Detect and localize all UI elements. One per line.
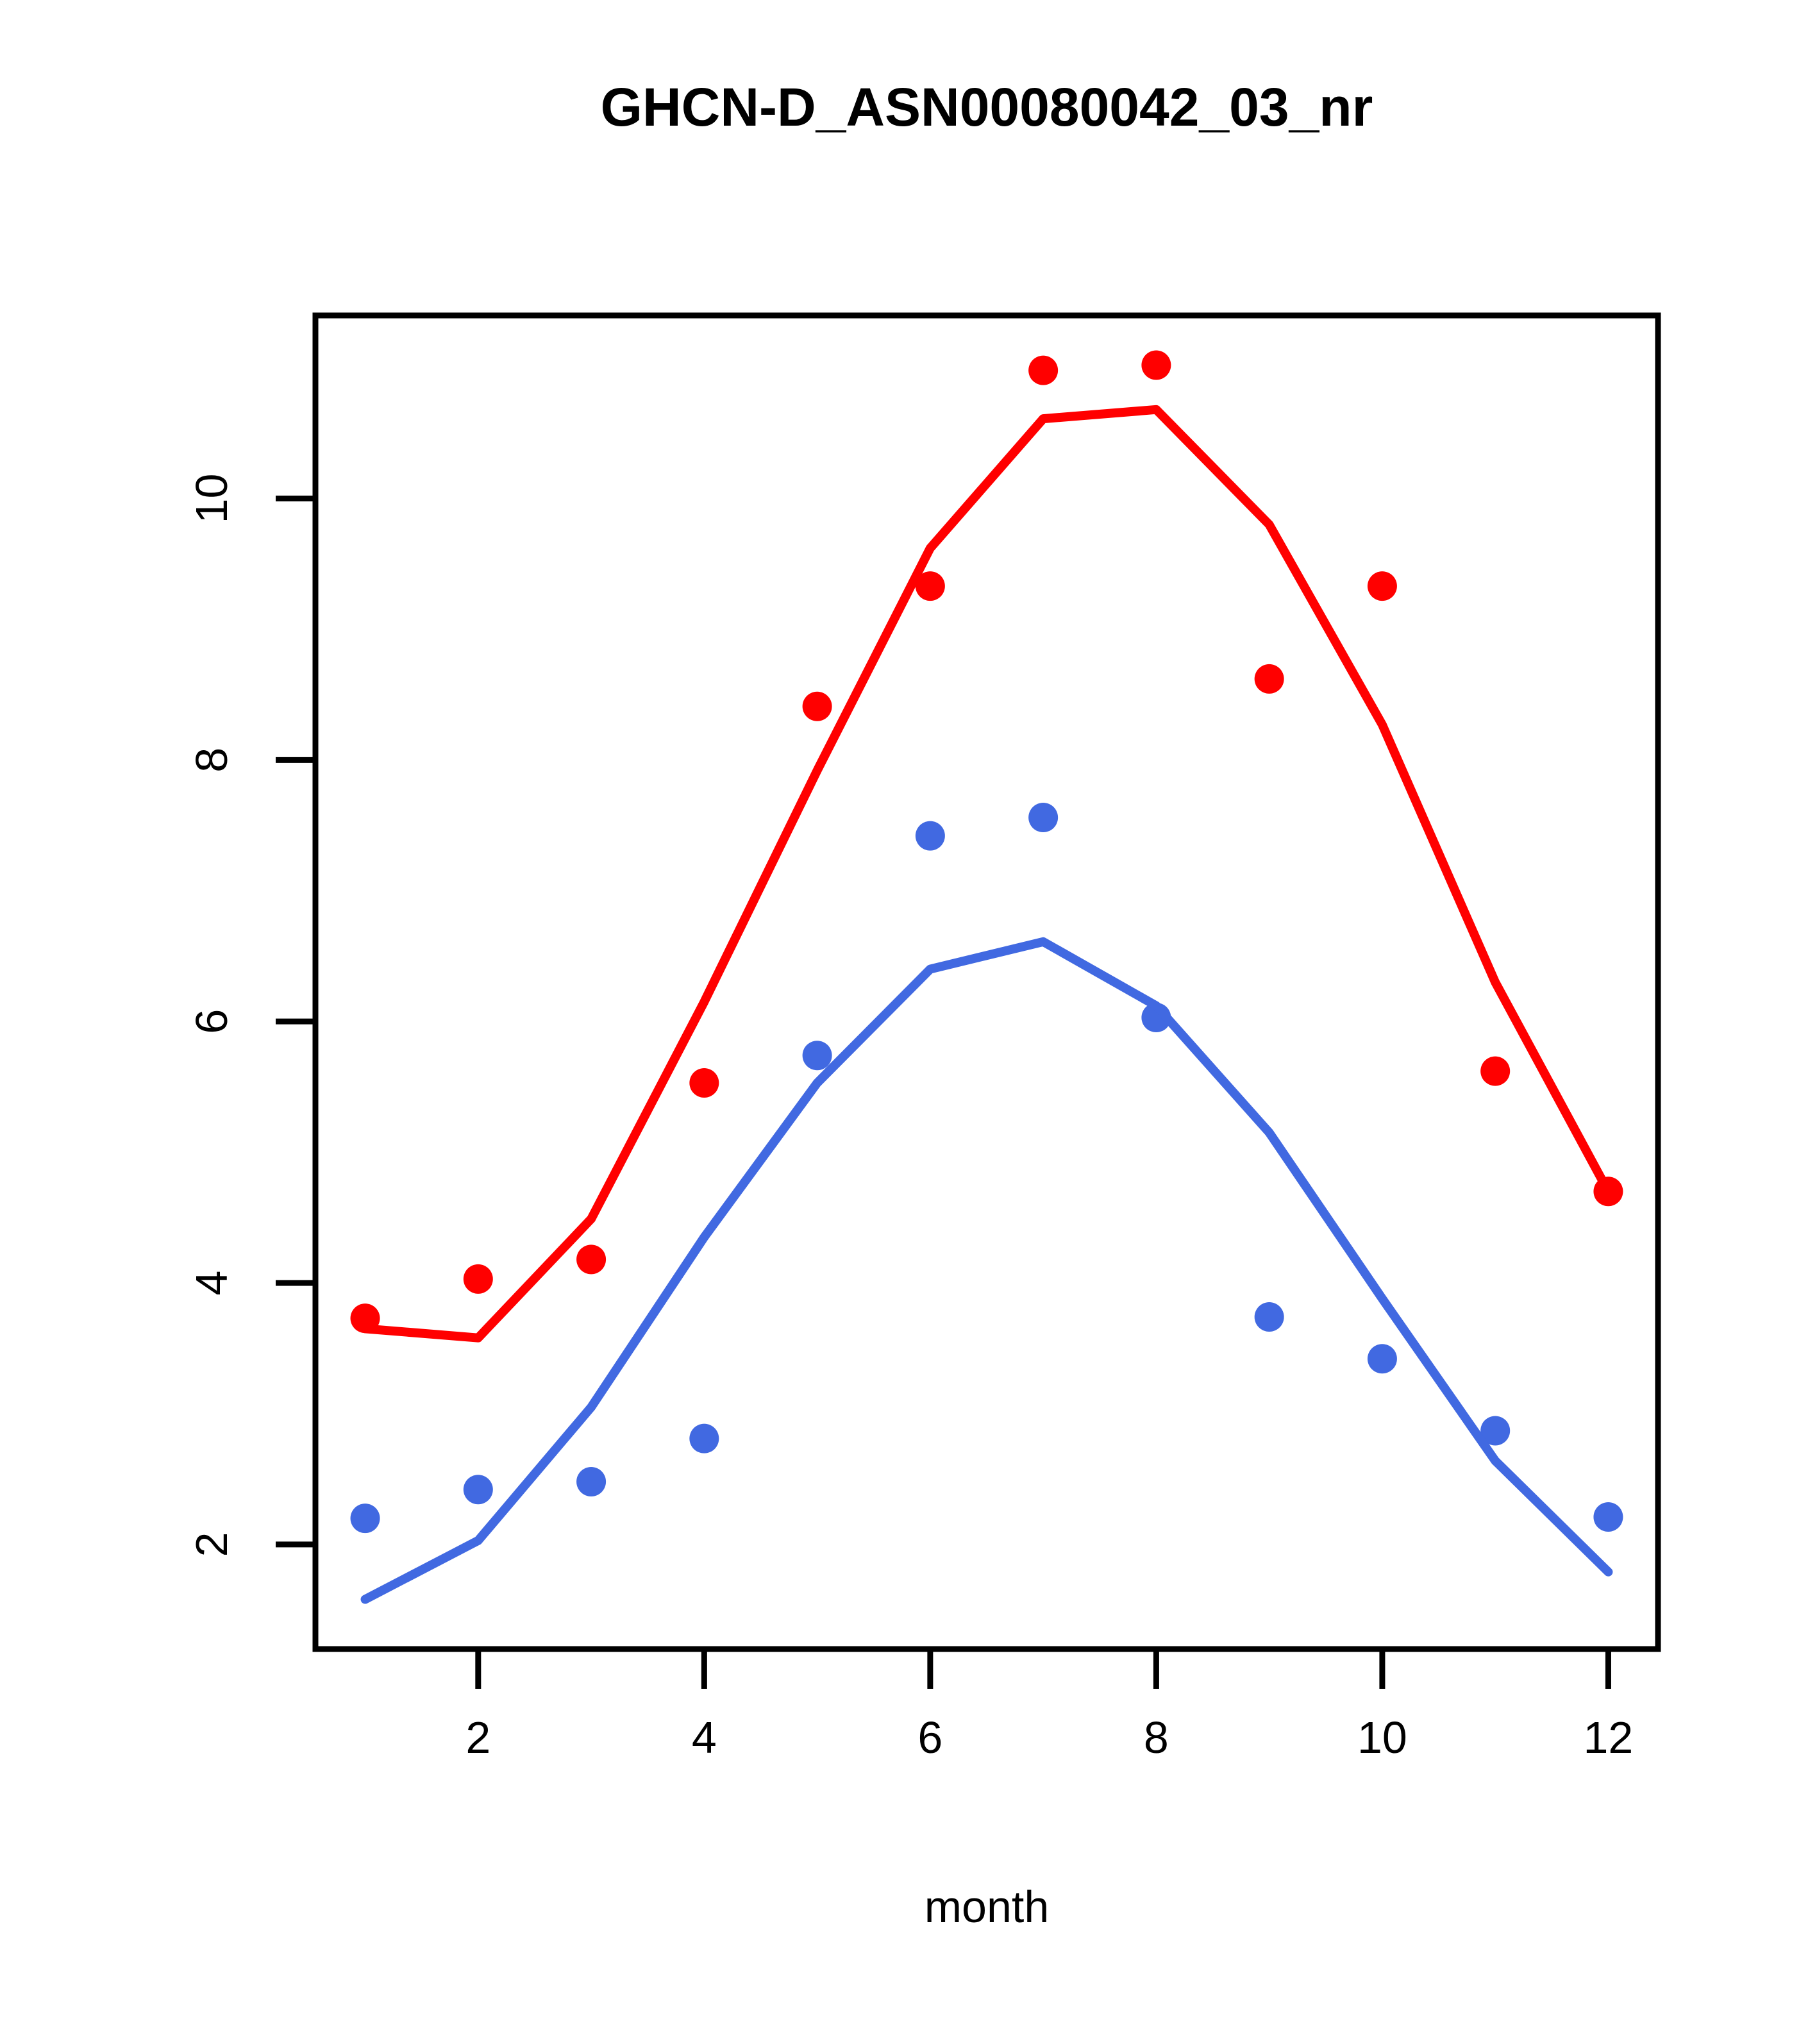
blue_scatter-point: [689, 1423, 719, 1453]
x-tick-label: 8: [1144, 1713, 1169, 1763]
red_scatter-point: [689, 1068, 719, 1098]
blue_scatter-point: [1480, 1416, 1511, 1446]
red_scatter-point: [1254, 664, 1284, 694]
red_scatter-point: [463, 1264, 493, 1294]
red_scatter-point: [576, 1244, 607, 1275]
blue_scatter-point: [1028, 803, 1059, 833]
y-tick-label: 10: [187, 474, 237, 524]
data-series: [350, 350, 1623, 1604]
blue_scatter-point: [1254, 1302, 1284, 1332]
blue_scatter-point: [463, 1475, 493, 1505]
red_scatter-point: [915, 571, 945, 601]
x-tick-label: 4: [692, 1713, 717, 1763]
x-axis-title: month: [925, 1882, 1050, 1932]
red_scatter-point: [802, 691, 832, 721]
x-tick-label: 10: [1357, 1713, 1407, 1763]
x-tick-label: 12: [1584, 1713, 1634, 1763]
blue_scatter-point: [576, 1466, 607, 1496]
red_scatter-point: [1141, 350, 1171, 380]
y-tick-label: 2: [187, 1532, 237, 1557]
y-tick-label: 8: [187, 748, 237, 773]
blue_smooth_line-path: [360, 937, 1613, 1604]
red_scatter-point: [1480, 1056, 1511, 1086]
x-tick-label: 2: [465, 1713, 490, 1763]
y-tick-label: 4: [187, 1271, 237, 1296]
blue_scatter-point: [350, 1504, 380, 1534]
chart-title: GHCN-D_ASN00080042_03_nr: [601, 77, 1373, 137]
y-tick-label: 6: [187, 1009, 237, 1034]
x-tick-label: 6: [917, 1713, 942, 1763]
red_smooth_line-path: [360, 405, 1613, 1343]
y-axis-ticks: 2 4 6 8 10: [187, 474, 315, 1557]
blue_scatter-point: [1367, 1344, 1397, 1374]
red_scatter-point: [1028, 355, 1059, 385]
blue_scatter-point: [1593, 1502, 1623, 1532]
blue_scatter-point: [802, 1041, 832, 1071]
red_scatter-point: [1367, 571, 1397, 601]
blue_scatter-point: [915, 821, 945, 851]
plot-box: [312, 312, 1661, 1652]
x-axis-ticks: 2 4 6 8 10 12: [465, 1649, 1633, 1763]
